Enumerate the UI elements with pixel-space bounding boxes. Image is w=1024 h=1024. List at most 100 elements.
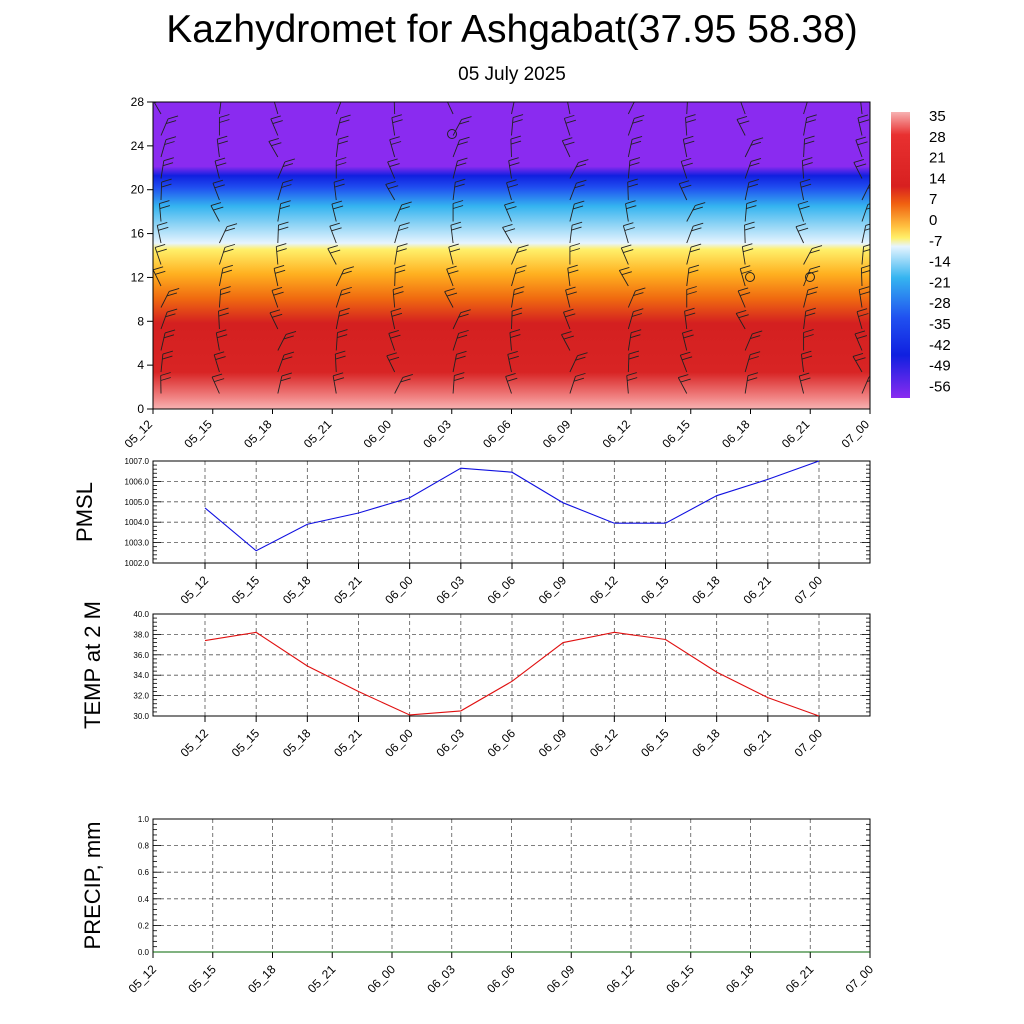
barb-flag (510, 140, 522, 145)
heatmap-hot-region (480, 364, 870, 409)
barb-flag (514, 98, 524, 101)
barb-flag (448, 243, 459, 248)
wind-barb (627, 95, 646, 115)
wind-barb (861, 376, 870, 394)
y-tick-label: 1004.0 (125, 518, 150, 527)
y-tick-label: 4 (137, 358, 144, 372)
barb-staff (277, 182, 284, 201)
colorbar-label: -7 (929, 233, 942, 250)
x-tick-label: 06_06 (485, 726, 519, 760)
wind-barb (160, 178, 172, 201)
barb-flag (738, 314, 749, 319)
barb-staff (620, 247, 629, 265)
wind-barb (160, 329, 176, 351)
barb-staff (852, 356, 863, 373)
barb-staff (160, 160, 165, 179)
barb-staff (210, 205, 220, 222)
barb-flag (747, 372, 759, 377)
x-tick-label: 07_00 (839, 417, 873, 451)
wind-barb (160, 350, 174, 373)
barb-staff (627, 353, 630, 373)
barb-flag (741, 270, 752, 274)
wind-barb (333, 178, 345, 201)
wind-barb (803, 245, 823, 265)
barb-flag (514, 286, 525, 291)
wind-barb (158, 200, 170, 222)
barb-staff (271, 290, 279, 308)
barb-flag (394, 98, 404, 101)
x-tick-label: 05_21 (305, 962, 339, 996)
wind-barb (680, 157, 693, 179)
barb-flag (804, 135, 815, 140)
wind-barb (569, 352, 588, 373)
x-tick-label: 06_09 (536, 726, 570, 760)
wind-barb (394, 222, 410, 244)
barb-flag (736, 116, 748, 120)
wind-barb (335, 286, 352, 308)
barb-flag (335, 355, 346, 360)
chart-title: Kazhydromet for Ashgabat(37.95 58.38) (166, 8, 858, 51)
barb-flag (860, 93, 870, 96)
barb-staff (569, 225, 573, 244)
barb-flag (740, 102, 742, 103)
barb-flag (450, 221, 462, 226)
barb-flag (217, 135, 228, 140)
wind-barb (215, 329, 228, 351)
barb-flag (811, 245, 823, 250)
x-tick-label: 06_21 (740, 726, 774, 760)
barb-staff (392, 289, 396, 308)
barb-flag (391, 114, 402, 119)
barb-flag (688, 93, 698, 96)
barb-staff (681, 332, 688, 351)
barb-flag (333, 377, 345, 382)
wind-barb (329, 222, 342, 244)
barb-flag (456, 334, 468, 339)
wind-barb (569, 372, 586, 394)
barb-flag (808, 270, 819, 275)
barb-flag (165, 313, 176, 318)
barb-staff (160, 139, 167, 158)
wind-barb (736, 116, 750, 136)
barb-flag (688, 264, 700, 269)
barb-flag (511, 307, 523, 312)
wind-barb (627, 329, 642, 351)
x-tick-label: 06_15 (638, 726, 672, 760)
wind-barb (563, 114, 577, 136)
barb-flag (692, 206, 703, 211)
barb-flag (575, 372, 586, 377)
barb-flag (330, 249, 341, 254)
wind-barb (388, 330, 401, 351)
barb-flag (863, 249, 870, 252)
barb-flag (625, 200, 636, 205)
barb-flag (633, 292, 644, 296)
barb-staff (333, 182, 337, 201)
wind-barb (627, 350, 640, 373)
wind-barb (273, 264, 286, 287)
x-tick-label: 06_15 (638, 573, 672, 607)
wind-barb (622, 222, 635, 244)
y-axis-title: TEMP at 2 M (80, 601, 105, 729)
wind-barb (800, 350, 813, 373)
wind-barb (386, 352, 400, 373)
barb-flag (219, 119, 230, 123)
barb-staff (803, 311, 807, 330)
barb-staff (160, 291, 170, 308)
barb-flag (338, 135, 349, 140)
barb-flag (216, 329, 227, 334)
barb-flag (636, 95, 646, 98)
wind-barb (219, 223, 238, 244)
wind-barb (856, 308, 869, 330)
barb-staff (857, 117, 863, 136)
barb-flag (285, 331, 297, 335)
barb-staff (277, 354, 285, 373)
barb-flag (333, 178, 345, 183)
barb-flag (399, 222, 410, 227)
barb-flag (449, 248, 461, 253)
barb-staff (153, 102, 162, 115)
wind-barb (335, 329, 348, 351)
barb-flag (633, 308, 644, 313)
barb-flag (681, 356, 693, 361)
wind-barb (452, 200, 464, 222)
x-tick-label: 05_21 (301, 417, 335, 451)
barb-flag (736, 309, 747, 314)
